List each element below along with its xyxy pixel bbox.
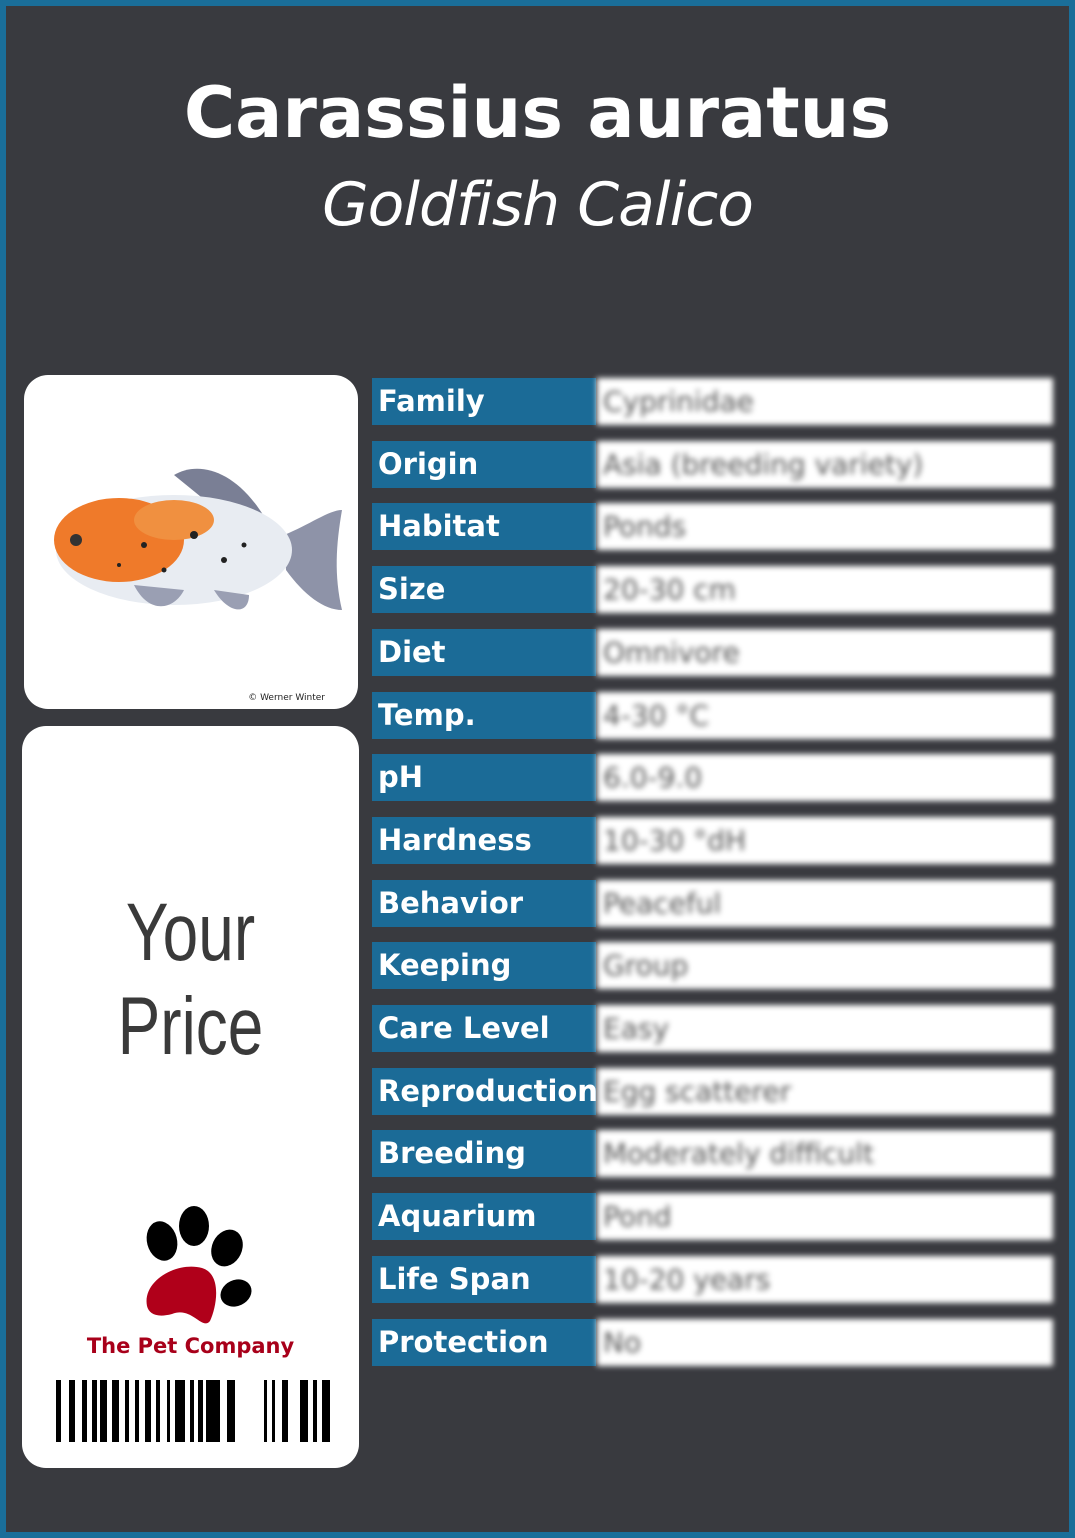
common-name: Goldfish Calico: [322, 170, 754, 240]
barcode-bar: [167, 1380, 170, 1442]
fact-row: Temp. 4-30 °C: [372, 691, 1053, 739]
fact-label: Reproduction: [372, 1067, 598, 1115]
barcode-bar: [198, 1380, 203, 1442]
fact-value: Peaceful: [597, 879, 1053, 927]
fact-label: Family: [372, 378, 596, 425]
fact-value: Easy: [597, 1005, 1053, 1052]
barcode-bar: [100, 1380, 107, 1442]
fact-label: Size: [372, 566, 596, 614]
fact-row: Origin Asia (breeding variety): [372, 440, 1053, 488]
goldfish-image: [54, 468, 342, 610]
barcode-bar: [190, 1380, 194, 1442]
barcode: [56, 1380, 330, 1442]
barcode-bar: [82, 1380, 87, 1442]
fact-label: Keeping: [372, 942, 596, 990]
barcode-bar: [112, 1380, 119, 1442]
fact-value: Group: [597, 942, 1053, 990]
fact-row: Breeding Moderately difficult: [372, 1130, 1053, 1178]
fact-value: Cyprinidae: [597, 378, 1053, 425]
scientific-name: Carassius auratus: [183, 72, 892, 154]
fact-row: Life Span 10-20 years: [372, 1255, 1053, 1303]
barcode-bar: [300, 1380, 308, 1442]
paw-logo-icon: [146, 1206, 252, 1324]
barcode-bar: [175, 1380, 185, 1442]
fact-row: Aquarium Pond: [372, 1193, 1053, 1241]
barcode-bar: [56, 1380, 61, 1442]
fact-value: 10-20 years: [597, 1255, 1053, 1303]
fact-value: 20-30 cm: [597, 566, 1053, 614]
fact-value: 4-30 °C: [597, 691, 1053, 739]
fact-value: 6.0-9.0: [597, 754, 1053, 802]
fact-row: Care Level Easy: [372, 1005, 1053, 1052]
barcode-bar: [322, 1380, 330, 1442]
fact-label: Life Span: [372, 1255, 596, 1303]
fish-photo: © Werner Winter: [24, 375, 358, 709]
fact-label: Habitat: [372, 503, 596, 551]
fact-label: Breeding: [372, 1130, 596, 1178]
fact-value: Asia (breeding variety): [597, 440, 1053, 488]
fact-row: Family Cyprinidae: [372, 378, 1053, 425]
fact-label: Origin: [372, 440, 596, 488]
fact-label: Diet: [372, 628, 596, 676]
fact-value: Egg scatterer: [597, 1067, 1053, 1115]
barcode-bar: [264, 1380, 267, 1442]
fact-value: Pond: [597, 1193, 1053, 1241]
barcode-bar: [227, 1380, 235, 1442]
fact-label: Temp.: [372, 691, 596, 739]
fact-label: Protection: [372, 1318, 596, 1366]
price-card: Your Price The Pet Company: [22, 726, 359, 1468]
fact-row: Protection No: [372, 1318, 1053, 1366]
fact-row: Reproduction Egg scatterer: [372, 1067, 1053, 1115]
fact-value: Moderately difficult: [597, 1130, 1053, 1178]
company-name: The Pet Company: [86, 1334, 295, 1358]
fact-value: No: [597, 1318, 1053, 1366]
barcode-bar: [135, 1380, 139, 1442]
fact-value: Ponds: [597, 503, 1053, 551]
fact-label: Behavior: [372, 879, 596, 927]
barcode-bar: [282, 1380, 288, 1442]
fact-label: Hardness: [372, 816, 596, 864]
fact-row: Diet Omnivore: [372, 628, 1053, 676]
fact-row: Keeping Group: [372, 942, 1053, 990]
fact-label: Aquarium: [372, 1193, 596, 1241]
fact-value: Omnivore: [597, 628, 1053, 676]
barcode-bar: [313, 1380, 317, 1442]
barcode-bar: [145, 1380, 151, 1442]
fact-row: pH 6.0-9.0: [372, 754, 1053, 802]
barcode-bar: [92, 1380, 97, 1442]
barcode-bar: [206, 1380, 220, 1442]
fact-label: pH: [372, 754, 596, 802]
photo-credit: © Werner Winter: [248, 693, 325, 703]
barcode-bar: [156, 1380, 160, 1442]
fact-row: Habitat Ponds: [372, 503, 1053, 551]
fact-value: 10-30 °dH: [597, 816, 1053, 864]
barcode-bar: [272, 1380, 275, 1442]
fact-row: Size 20-30 cm: [372, 566, 1053, 614]
fact-row: Hardness 10-30 °dH: [372, 816, 1053, 864]
fact-row: Behavior Peaceful: [372, 879, 1053, 927]
barcode-bar: [69, 1380, 75, 1442]
barcode-bar: [125, 1380, 129, 1442]
price-label: Your Price: [117, 887, 264, 1072]
fact-label: Care Level: [372, 1005, 596, 1052]
